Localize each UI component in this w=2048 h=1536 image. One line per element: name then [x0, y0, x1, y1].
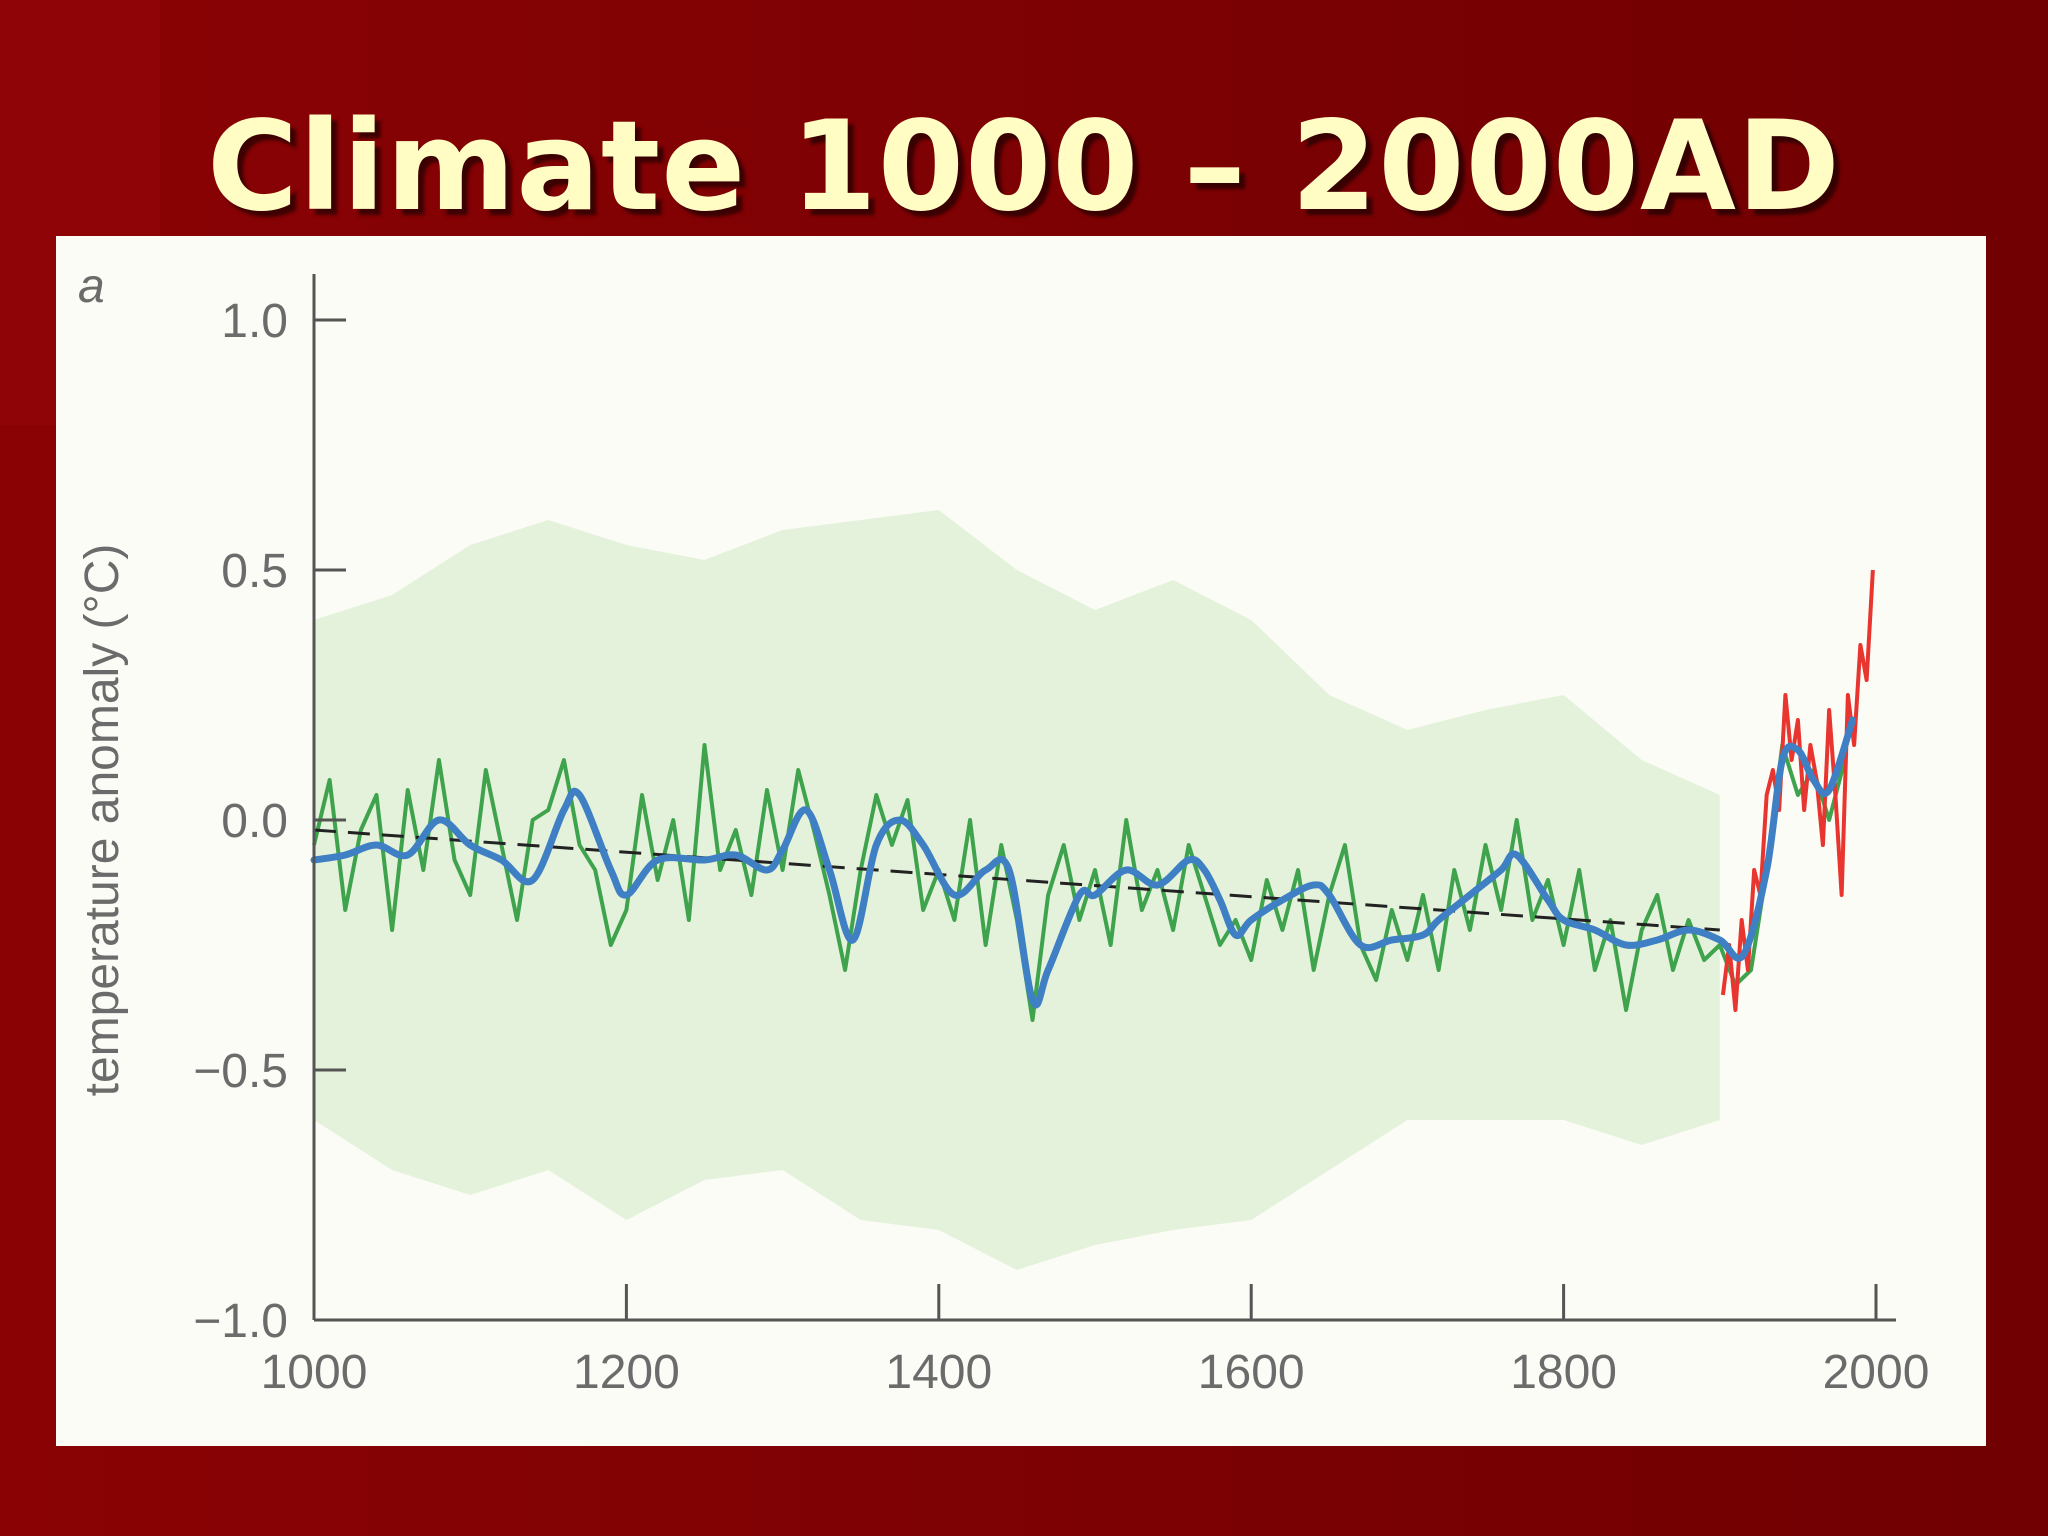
x-tick-label: 1400: [885, 1346, 992, 1399]
instrumental-series-layer: [1720, 569, 1875, 1012]
y-tick-label: 0.5: [221, 545, 288, 598]
smoothed-series-layer: [310, 716, 1857, 1009]
panel-label: a: [78, 260, 105, 313]
x-tick-label: 1000: [261, 1346, 368, 1399]
slide-title: Climate 1000 – 2000AD: [207, 95, 1841, 239]
x-tick-label: 1800: [1510, 1346, 1617, 1399]
annual-series-layer: [312, 743, 1847, 1022]
y-tick-label: 0.0: [221, 795, 288, 848]
chart-panel: 1000 1200 1400 1600 1800 2000 1.0 0.5 0.0 −0.5 −1.…: [56, 236, 1986, 1446]
y-axis-label: temperature anomaly (°C): [76, 544, 129, 1097]
temperature-chart: 1000 1200 1400 1600 1800 2000 1.0 0.5 0.0 −0.5 −1.…: [76, 260, 1929, 1399]
trend-line: [313, 828, 1720, 932]
labels-layer: 1000 1200 1400 1600 1800 2000 1.0 0.5 0.0 −0.5 −1.…: [76, 260, 1929, 1399]
y-tick-label: 1.0: [221, 295, 288, 348]
x-tick-label: 2000: [1823, 1346, 1930, 1399]
y-tick-label: −0.5: [193, 1045, 288, 1098]
x-tick-label: 1200: [573, 1346, 680, 1399]
annual-series-line: [312, 743, 1847, 1022]
instrumental-series-line: [1720, 569, 1875, 1012]
trend-line-layer: [313, 828, 1720, 932]
x-tick-label: 1600: [1198, 1346, 1305, 1399]
smoothed-series-line: [310, 716, 1857, 1009]
axes-layer: [312, 274, 1896, 1322]
y-tick-label: −1.0: [193, 1295, 288, 1348]
